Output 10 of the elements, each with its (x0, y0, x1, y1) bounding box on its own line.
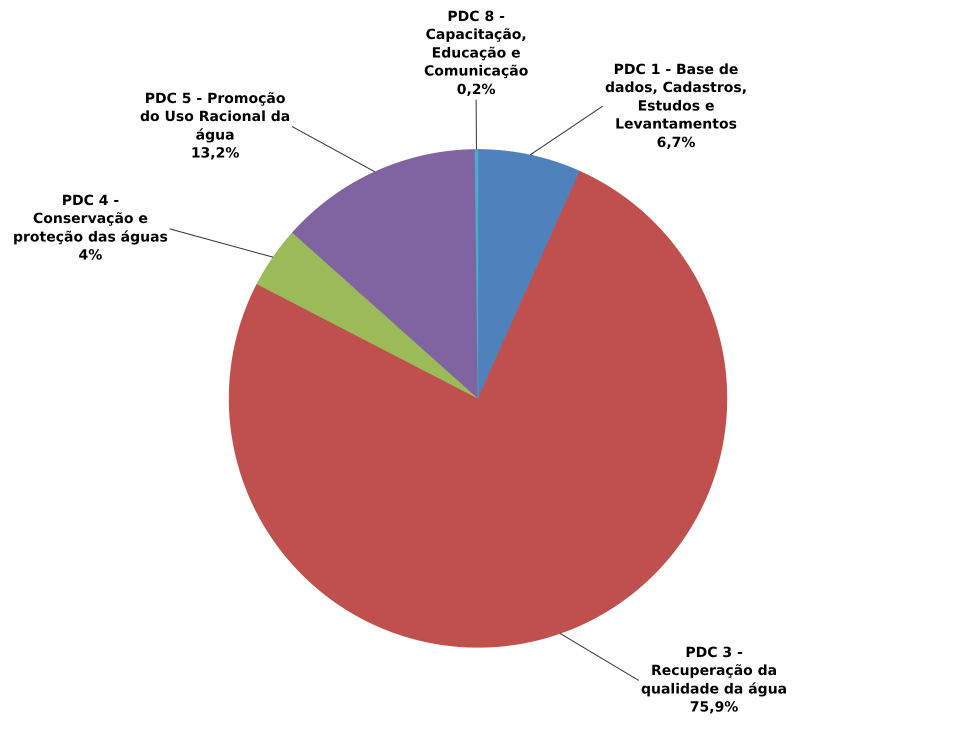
slice-label: PDC 1 - Base de dados, Cadastros, Estudos e Levantamentos (605, 62, 748, 133)
data-label: 13,2% (190, 146, 240, 162)
data-label: 0,2% (456, 82, 496, 98)
slice-label: PDC 4 - Conservação e proteção das águas (13, 193, 168, 246)
slice-label: PDC 5 - Promoção do Uso Racional da água (140, 91, 290, 144)
data-label: 6,7% (656, 134, 696, 151)
slice-label: PDC 8 - Capacitação, Educação e Comunicação (424, 9, 529, 80)
slice-label: PDC 3 - Recuperação da qualidade da água (641, 645, 788, 698)
data-label: 75,9% (690, 700, 738, 716)
data-label: 4% (78, 248, 102, 264)
